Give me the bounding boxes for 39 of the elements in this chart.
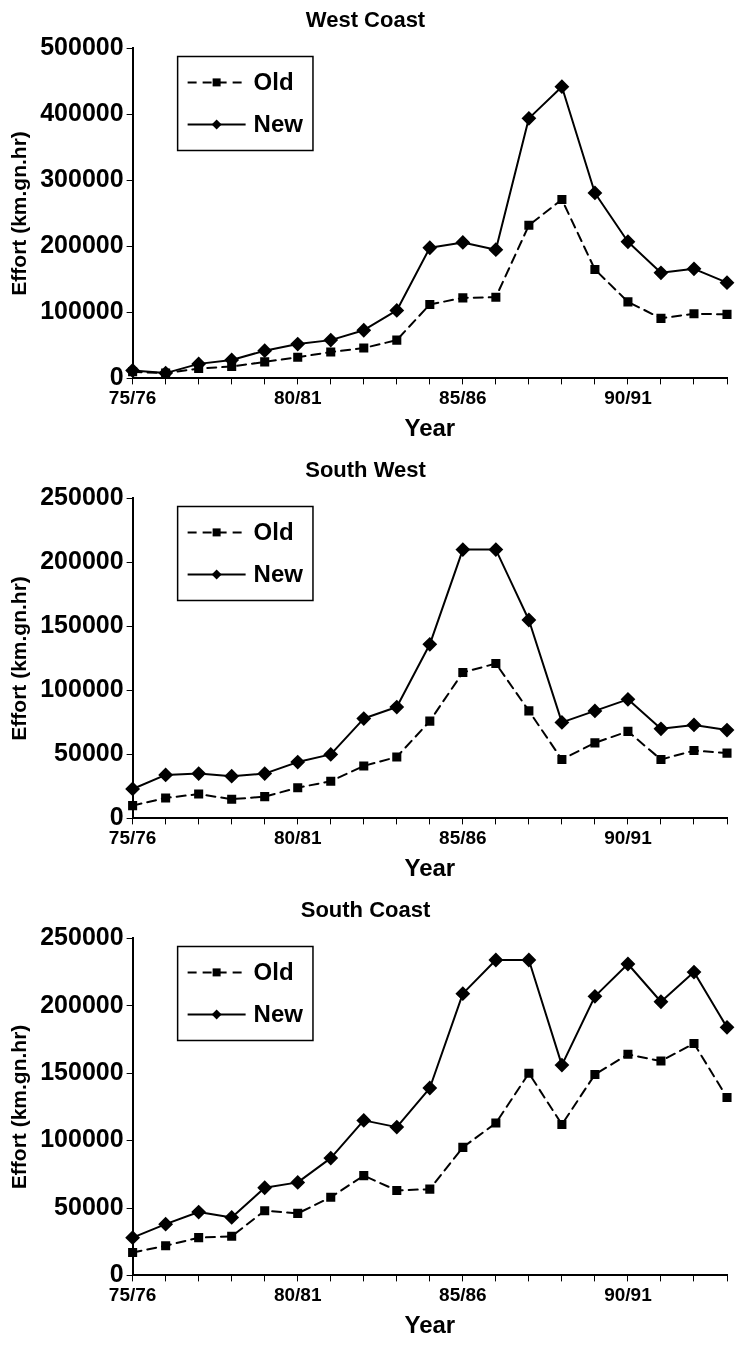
y-axis-title: Effort (km.gn.hr) [7,131,31,296]
x-tick-label: 85/86 [439,1284,487,1306]
y-tick-label: 400000 [40,98,124,127]
y-axis-title: Effort (km.gn.hr) [7,1024,31,1190]
y-axis-title: Effort (km.gn.hr) [7,576,31,741]
x-tick-label: 80/81 [273,827,322,849]
chart-title: South West [305,457,427,483]
legend-label: New [253,1000,304,1028]
y-tick-label: 200000 [40,989,124,1018]
y-tick-label: 50000 [54,738,124,767]
x-axis-title: Year [404,1311,456,1339]
y-tick-label: 300000 [40,164,124,193]
y-tick-label: 200000 [40,230,124,259]
x-tick-label: 85/86 [439,827,487,849]
y-tick-label: 200000 [40,546,124,575]
x-axis-title: Year [404,854,456,882]
x-tick-label: 90/91 [604,827,653,849]
y-tick-label: 500000 [40,32,124,61]
legend-label: Old [253,68,294,96]
y-tick-label: 100000 [40,296,124,325]
legend-label: New [253,110,304,138]
chart-title: West Coast [305,7,426,33]
legend-label: Old [253,518,294,546]
x-tick-label: 80/81 [273,387,322,409]
y-tick-label: 150000 [40,610,124,639]
x-tick-label: 85/86 [439,387,487,409]
x-tick-label: 90/91 [604,387,653,409]
legend-label: Old [253,958,294,986]
x-axis-title: Year [404,414,456,442]
legend-label: New [253,560,304,588]
y-tick-label: 50000 [54,1191,124,1220]
y-tick-label: 150000 [40,1057,124,1086]
y-tick-label: 250000 [40,482,124,511]
y-tick-label: 100000 [40,674,124,703]
y-tick-label: 250000 [40,922,124,951]
y-tick-label: 100000 [40,1124,124,1153]
chart-title: South Coast [300,897,431,923]
x-tick-label: 90/91 [604,1284,653,1306]
x-tick-label: 80/81 [273,1284,322,1306]
